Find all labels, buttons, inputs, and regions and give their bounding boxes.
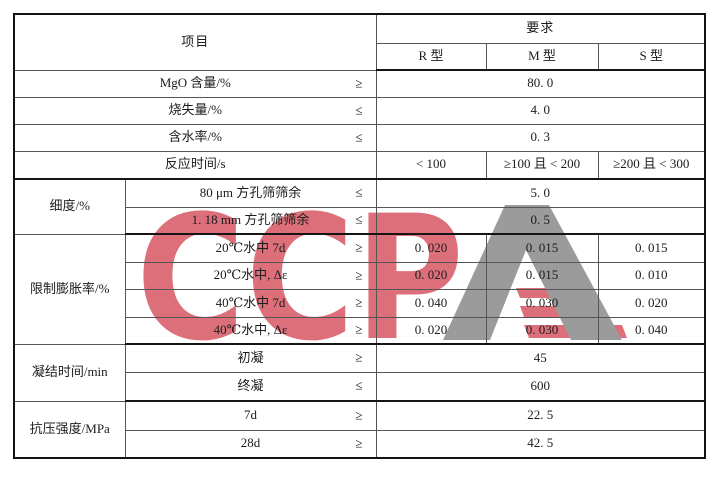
row-label: 28d <box>240 435 261 451</box>
row-label-cell: 烧失量/% ≤ <box>13 96 377 125</box>
row-label-cell: 含水率/% ≤ <box>13 123 377 152</box>
table-row-expansion-20c-de: 20℃水中, Δε ≥ 0. 020 0. 015 0. 010 <box>14 261 706 290</box>
header-type-s: S 型 <box>597 42 706 71</box>
le-operator: ≤ <box>355 129 363 145</box>
row-label-cell: 1. 18 mm 方孔筛筛余 ≤ <box>124 206 377 235</box>
table-row-reaction-time: 反应时间/s < 100 ≥100 且 < 200 ≥200 且 < 300 <box>13 150 706 180</box>
table-row-fineness-80um: 细度/% 80 μm 方孔筛筛余 ≤ 5. 0 <box>13 178 706 235</box>
table-row-loss: 烧失量/% ≤ 4. 0 <box>13 96 706 125</box>
le-operator: ≤ <box>355 184 363 200</box>
header-row-1: 项目 要求 <box>13 13 706 71</box>
ge-operator: ≥ <box>355 239 363 255</box>
row-label-cell: 20℃水中 7d ≥ <box>124 233 377 263</box>
row-value-cell: 22. 5 <box>375 400 706 431</box>
value-cell-m: 0. 015 <box>485 233 599 263</box>
ge-operator: ≥ <box>355 407 363 423</box>
le-operator: ≤ <box>355 211 363 227</box>
value-cell-r: 0. 020 <box>375 316 487 345</box>
value-cell-s: 0. 010 <box>597 261 706 290</box>
row-value-cell: 0. 3 <box>375 123 706 152</box>
row-label-cell: MgO 含量/% ≥ <box>13 69 377 98</box>
value-cell-r: 0. 020 <box>375 233 487 263</box>
ge-operator: ≥ <box>355 294 363 310</box>
header-requirement: 要求 <box>375 13 706 44</box>
row-label-cell: 40℃水中, Δε ≥ <box>124 316 377 345</box>
row-label-cell: 28d ≥ <box>124 429 377 459</box>
row-label: 烧失量/% <box>168 102 222 118</box>
row-label: MgO 含量/% <box>159 75 231 91</box>
value-cell-r: 0. 020 <box>375 261 487 290</box>
row-label: 40℃水中, Δε <box>213 321 288 337</box>
table-row-fineness-118mm: 1. 18 mm 方孔筛筛余 ≤ 0. 5 <box>14 206 706 235</box>
group-label-setting-time: 凝结时间/min <box>13 343 126 402</box>
row-label-cell: 7d ≥ <box>124 400 377 431</box>
value-cell-s: 0. 020 <box>597 288 706 318</box>
group-label-fineness: 细度/% <box>13 178 126 235</box>
requirements-table: 项目 要求 R 型 M 型 S 型 MgO 含量/% ≥ 80. 0 烧失量/% ≤… <box>13 13 707 459</box>
row-value-cell: 600 <box>375 371 706 402</box>
header-item: 项目 <box>13 13 377 71</box>
value-cell-r: < 100 <box>375 150 487 180</box>
row-value-cell: 42. 5 <box>375 429 706 459</box>
row-value-cell: 80. 0 <box>375 69 706 98</box>
row-label: 20℃水中, Δε <box>213 267 288 283</box>
table-row-moisture: 含水率/% ≤ 0. 3 <box>13 123 706 152</box>
header-row-2: R 型 M 型 S 型 <box>14 42 706 71</box>
row-label: 7d <box>244 407 257 423</box>
row-label: 20℃水中 7d <box>215 239 286 255</box>
row-label: 80 μm 方孔筛筛余 <box>199 184 302 200</box>
table-row-mgo: MgO 含量/% ≥ 80. 0 <box>13 69 706 98</box>
group-label-strength: 抗压强度/MPa <box>13 400 126 459</box>
value-cell-m: ≥100 且 < 200 <box>485 150 599 180</box>
row-label: 反应时间/s <box>164 156 226 172</box>
row-label-cell: 80 μm 方孔筛筛余 ≤ <box>124 178 377 208</box>
value-cell-r: 0. 040 <box>375 288 487 318</box>
group-label-expansion: 限制膨胀率/% <box>13 233 126 345</box>
row-value-cell: 45 <box>375 343 706 373</box>
row-label: 1. 18 mm 方孔筛筛余 <box>191 211 310 227</box>
table-row-strength-7d: 抗压强度/MPa 7d ≥ 22. 5 <box>13 400 706 459</box>
le-operator: ≤ <box>355 377 363 393</box>
ge-operator: ≥ <box>355 435 363 451</box>
row-value-cell: 0. 5 <box>375 206 706 235</box>
value-cell-m: 0. 030 <box>485 316 599 345</box>
table-row-initial-setting: 凝结时间/min 初凝 ≥ 45 <box>13 343 706 402</box>
value-cell-m: 0. 030 <box>485 288 599 318</box>
table-row-expansion-40c-de: 40℃水中, Δε ≥ 0. 020 0. 030 0. 040 <box>14 316 706 345</box>
value-cell-s: 0. 040 <box>597 316 706 345</box>
row-label-cell: 初凝 ≥ <box>124 343 377 373</box>
table-row-strength-28d: 28d ≥ 42. 5 <box>14 429 706 459</box>
row-label-cell: 40℃水中 7d ≥ <box>124 288 377 318</box>
header-type-r: R 型 <box>375 42 487 71</box>
ge-operator: ≥ <box>355 321 363 337</box>
header-type-m: M 型 <box>485 42 599 71</box>
value-cell-s: ≥200 且 < 300 <box>597 150 706 180</box>
row-value-cell: 4. 0 <box>375 96 706 125</box>
table-row-expansion-20c-7d: 限制膨胀率/% 20℃水中 7d ≥ 0. 020 0. 015 0. 015 <box>13 233 706 345</box>
ge-operator: ≥ <box>355 75 363 91</box>
row-label: 40℃水中 7d <box>215 294 286 310</box>
row-label-cell: 20℃水中, Δε ≥ <box>124 261 377 290</box>
ge-operator: ≥ <box>355 267 363 283</box>
ge-operator: ≥ <box>355 349 363 365</box>
row-value-cell: 5. 0 <box>375 178 706 208</box>
value-cell-m: 0. 015 <box>485 261 599 290</box>
row-label: 终凝 <box>237 377 264 393</box>
value-cell-s: 0. 015 <box>597 233 706 263</box>
table-row-final-setting: 终凝 ≤ 600 <box>14 371 706 402</box>
row-label: 含水率/% <box>168 129 222 145</box>
row-label-cell: 终凝 ≤ <box>124 371 377 402</box>
row-label-cell: 反应时间/s <box>13 150 377 180</box>
row-label: 初凝 <box>237 349 264 365</box>
le-operator: ≤ <box>355 102 363 118</box>
